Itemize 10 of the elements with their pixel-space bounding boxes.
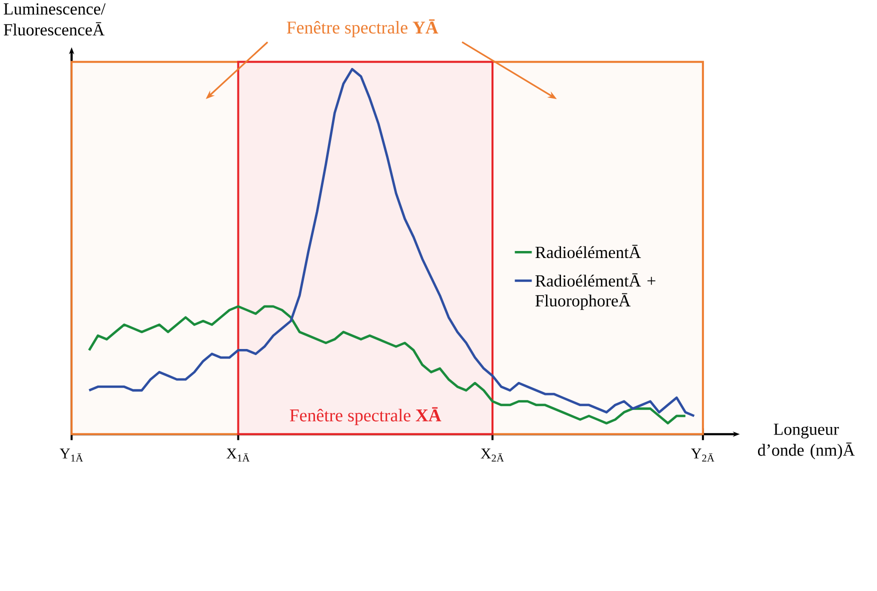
x-tick-label: X$_{2Ā}$ xyxy=(480,448,504,462)
y-axis-title: Luminescence/ FluorescenceĀ xyxy=(4,3,106,36)
legend-label: RadioélémentĀ + FluorophoreĀ xyxy=(535,273,656,310)
band-label: Fenêtre spectrale YĀ xyxy=(286,19,438,38)
legend-label: RadioélémentĀ xyxy=(535,244,641,258)
x-axis-title: Longueur d’onde (nm)Ā xyxy=(758,424,855,460)
band-label: Fenêtre spectrale XĀ xyxy=(290,407,442,426)
x-tick-label: Y$_{1Ā}$ xyxy=(60,448,84,462)
x-tick-label: Y$_{2Ā}$ xyxy=(691,448,714,462)
x-tick-label: X$_{1Ā}$ xyxy=(226,448,250,462)
